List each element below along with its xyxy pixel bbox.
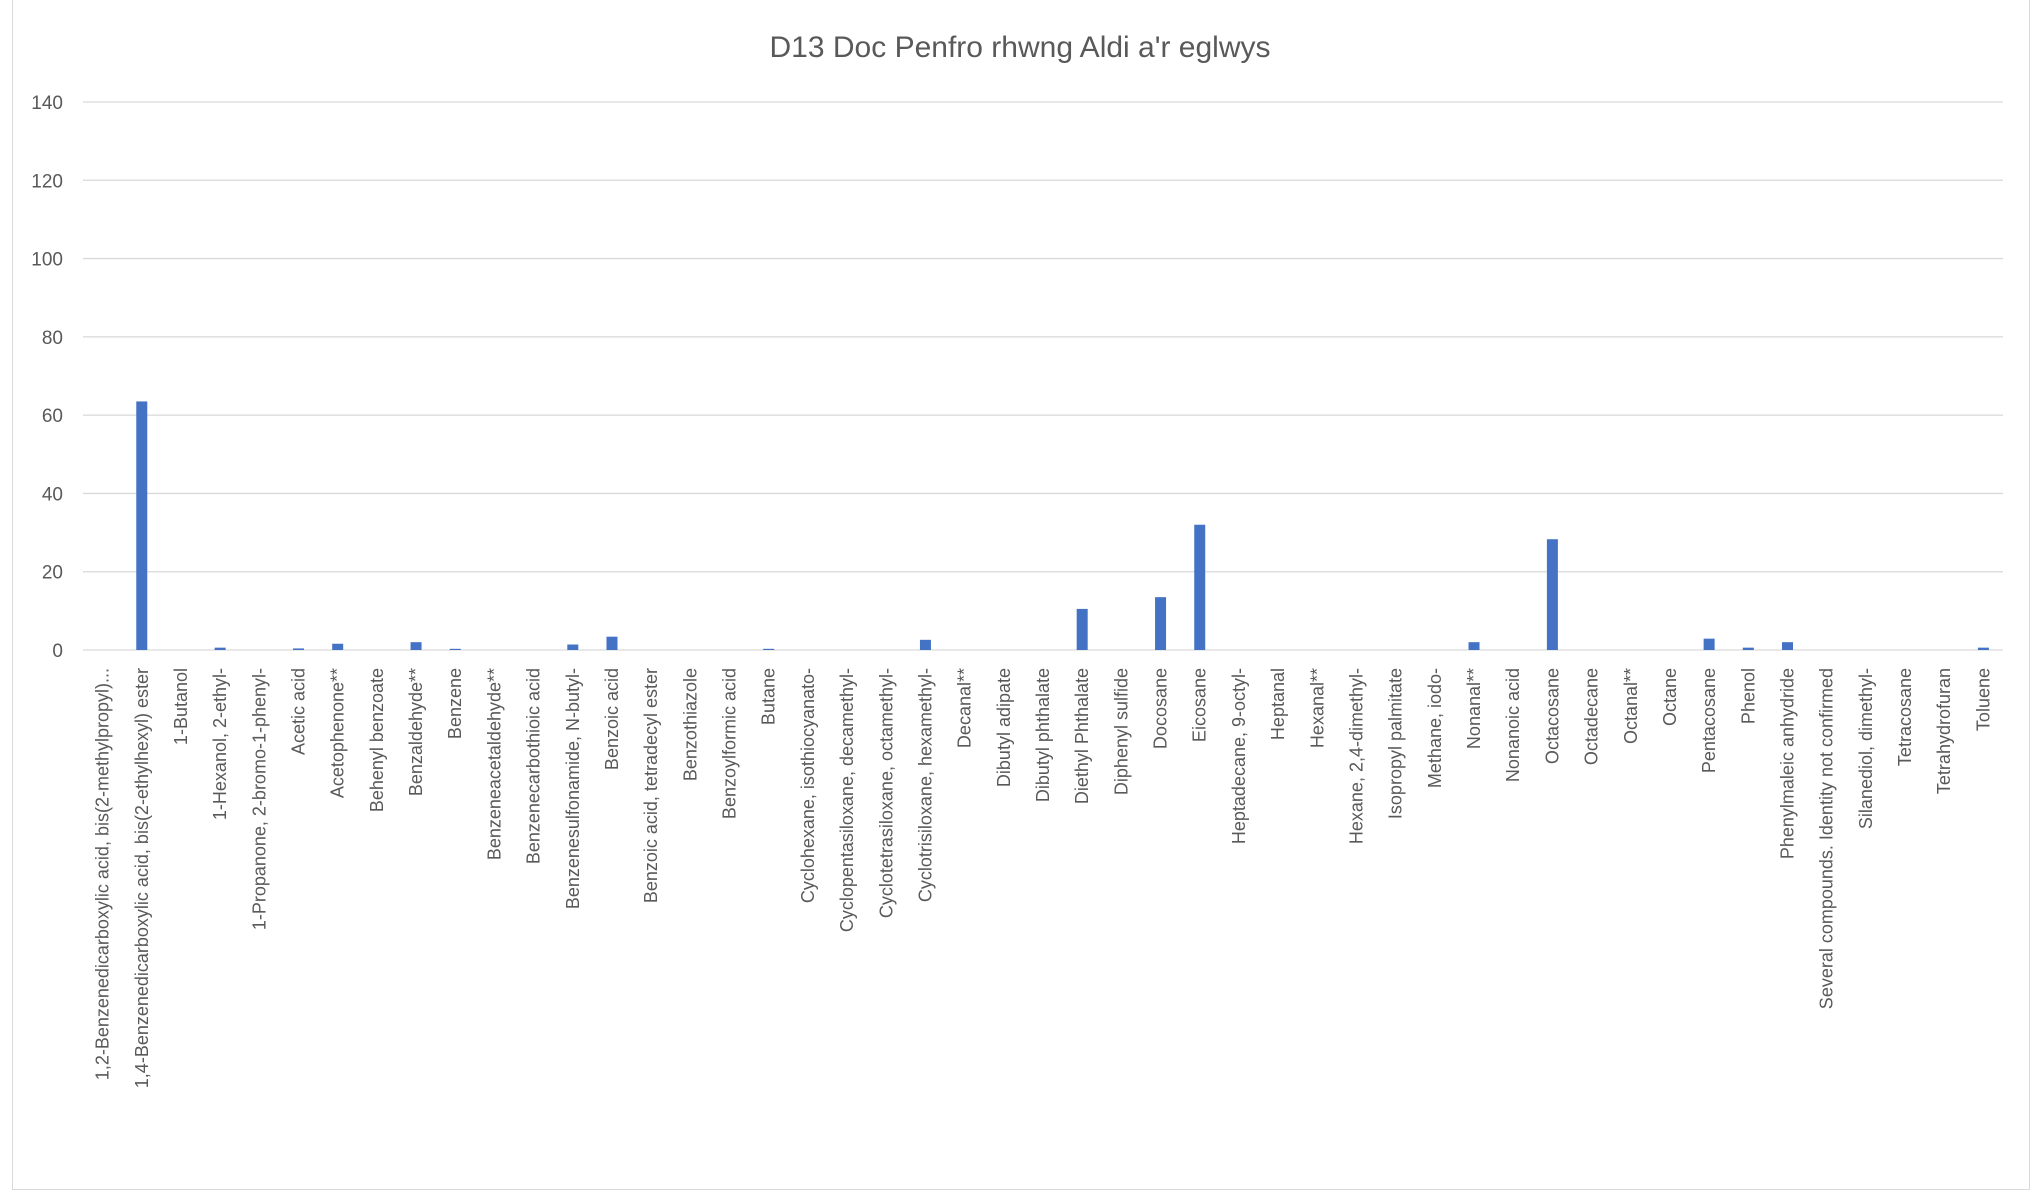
bar [136, 401, 148, 650]
bar [1076, 608, 1088, 650]
x-tick-label: Benzoylformic acid [720, 668, 740, 819]
chart-frame: D13 Doc Penfro rhwng Aldi a'r eglwys 0 20… [12, 0, 2030, 1190]
bar [1468, 642, 1480, 650]
x-tick-label: Nonanoic acid [1503, 668, 1523, 782]
x-tick-label: Cyclopentasiloxane, decamethyl- [837, 668, 857, 932]
x-tick-label: Nonanal** [1464, 668, 1484, 749]
x-tick-label: Pentacosane [1699, 668, 1719, 773]
x-tick-label: Diphenyl sulfide [1111, 668, 1131, 795]
x-tick-label: Acetic acid [289, 668, 309, 755]
bar [763, 648, 775, 650]
bar [1546, 539, 1558, 650]
bar [1194, 524, 1206, 650]
x-tick-label: 1,2-Benzenedicarboxylic acid, bis(2-meth… [93, 668, 113, 1080]
bar [1781, 642, 1793, 650]
x-tick-label: Benzoic acid [602, 668, 622, 770]
x-tick-label: Benzenesulfonamide, N-butyl- [563, 668, 583, 909]
x-tick-label: 1-Propanone, 2-bromo-1-phenyl- [249, 668, 269, 930]
x-tick-label: Benzeneacetaldehyde** [484, 668, 504, 860]
x-tick-label: 1,4-Benzenedicarboxylic acid, bis(2-ethy… [132, 668, 152, 1088]
x-tick-label: Diethyl Phthalate [1072, 668, 1092, 804]
x-tick-label: Octadecane [1582, 668, 1602, 765]
x-tick-label: Isopropyl palmitate [1386, 668, 1406, 819]
bar [1703, 638, 1715, 650]
x-tick-label: Several compounds. Identity not confirme… [1817, 668, 1837, 1009]
y-tick-label: 80 [42, 328, 63, 349]
x-tick-label: Tetrahydrofuran [1934, 668, 1954, 794]
x-tick-label: Heptanal [1268, 668, 1288, 740]
x-tick-label: Acetophenone** [328, 668, 348, 798]
x-tick-label: Butane [759, 668, 779, 725]
bar [1742, 647, 1754, 650]
x-tick-label: Dibutyl phthalate [1033, 668, 1053, 802]
chart-title: D13 Doc Penfro rhwng Aldi a'r eglwys [770, 31, 1271, 64]
x-tick-label: Cyclohexane, isothiocyanato- [798, 668, 818, 903]
x-tick-label: Benzene [445, 668, 465, 739]
y-tick-label: 120 [31, 171, 63, 192]
x-tick-label: 1-Hexanol, 2-ethyl- [210, 668, 230, 820]
x-tick-label: Heptadecane, 9-octyl- [1229, 668, 1249, 844]
gridlines [83, 101, 2003, 651]
x-tick-label: Silanediol, dimethyl- [1856, 668, 1876, 829]
x-tick-label: Phenol [1738, 668, 1758, 724]
x-tick-label: Methane, iodo- [1425, 668, 1445, 788]
bar [567, 644, 579, 650]
y-axis-ticks: 0 20 40 60 80 100 120 140 [31, 93, 63, 662]
x-tick-label: Benzoic acid, tetradecyl ester [641, 668, 661, 903]
y-tick-label: 40 [42, 484, 63, 505]
x-tick-label: Dibutyl adipate [994, 668, 1014, 787]
bar [449, 648, 461, 650]
x-tick-label: Hexane, 2,4-dimethyl- [1346, 668, 1366, 844]
y-tick-label: 60 [42, 406, 63, 427]
y-tick-label: 100 [31, 250, 63, 271]
x-axis-labels: 1,2-Benzenedicarboxylic acid, bis(2-meth… [93, 668, 1994, 1088]
x-tick-label: Cyclotrisiloxane, hexamethyl- [915, 668, 935, 902]
y-tick-label: 0 [52, 641, 63, 662]
bar [293, 648, 305, 650]
x-tick-label: 1-Butanol [171, 668, 191, 745]
x-tick-label: Benzenecarbothioic acid [524, 668, 544, 864]
x-tick-label: Toluene [1973, 668, 1993, 731]
bar [1977, 647, 1989, 650]
x-tick-label: Octanal** [1621, 668, 1641, 744]
bars [136, 401, 1989, 650]
x-tick-label: Octacosane [1542, 668, 1562, 764]
x-tick-label: Phenylmaleic anhydride [1777, 668, 1797, 859]
bar [1155, 597, 1167, 650]
bar-chart: D13 Doc Penfro rhwng Aldi a'r eglwys 0 20… [31, 31, 2003, 1088]
y-tick-label: 20 [42, 563, 63, 584]
bar [606, 636, 618, 650]
x-tick-label: Behenyl benzoate [367, 668, 387, 812]
x-tick-label: Tetracosane [1895, 668, 1915, 766]
x-tick-label: Octane [1660, 668, 1680, 726]
y-tick-label: 140 [31, 93, 63, 114]
bar [214, 647, 226, 650]
x-tick-label: Hexanal** [1307, 668, 1327, 748]
x-tick-label: Eicosane [1190, 668, 1210, 742]
x-tick-label: Decanal** [955, 668, 975, 748]
bar [919, 639, 931, 650]
bar [332, 643, 344, 650]
x-tick-label: Benzaldehyde** [406, 668, 426, 796]
x-tick-label: Benzothiazole [680, 668, 700, 781]
x-tick-label: Docosane [1151, 668, 1171, 749]
x-tick-label: Cyclotetrasiloxane, octamethyl- [876, 668, 896, 918]
bar [410, 642, 422, 650]
